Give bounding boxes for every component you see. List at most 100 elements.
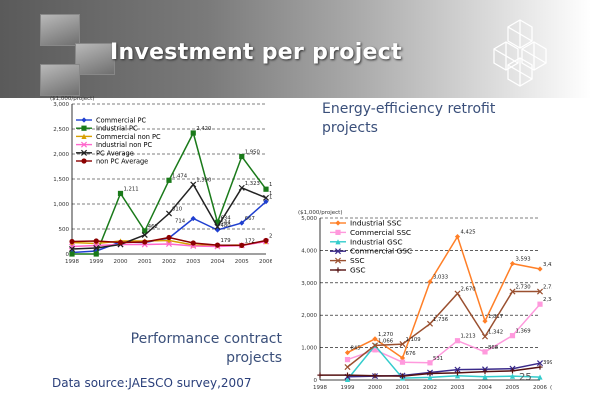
series-line bbox=[347, 234, 541, 360]
data-label: 1,270 bbox=[378, 332, 394, 338]
data-label: 1,047 bbox=[269, 195, 272, 201]
data-label: 1,342 bbox=[488, 330, 503, 336]
data-label: 1,390 bbox=[196, 178, 212, 184]
slide-header: Investment per project bbox=[0, 0, 591, 98]
data-point bbox=[454, 234, 461, 240]
data-point bbox=[190, 215, 196, 222]
y-axis-title: ($1,000/project) bbox=[298, 210, 342, 216]
data-label: 868 bbox=[488, 345, 499, 351]
legend-marker bbox=[80, 149, 88, 156]
y-tick-label: 3,000 bbox=[53, 102, 69, 108]
data-point bbox=[536, 288, 544, 295]
data-label: 179 bbox=[221, 238, 231, 244]
data-point bbox=[399, 355, 406, 361]
data-point bbox=[454, 290, 461, 297]
data-point bbox=[317, 372, 323, 378]
data-point bbox=[454, 370, 461, 376]
data-point bbox=[509, 260, 516, 267]
data-point bbox=[165, 240, 173, 248]
series-line bbox=[346, 344, 541, 380]
y-tick-label: 5,000 bbox=[301, 216, 317, 222]
x-tick-label: 2006 bbox=[533, 385, 547, 391]
data-label: 3,033 bbox=[433, 275, 448, 281]
data-point bbox=[426, 320, 434, 327]
x-tick-label: 2004 bbox=[478, 385, 492, 391]
data-label: 714 bbox=[175, 218, 186, 224]
y-tick-label: 3,000 bbox=[301, 281, 317, 287]
legend-marker bbox=[335, 220, 341, 226]
x-tick-label: 2005 bbox=[235, 259, 249, 265]
data-point bbox=[238, 184, 245, 191]
y-tick-label: 1,000 bbox=[301, 346, 317, 352]
data-point bbox=[399, 359, 406, 365]
data-point bbox=[372, 336, 378, 342]
data-point bbox=[537, 374, 543, 380]
legend-marker bbox=[335, 229, 341, 235]
y-tick-label: 1,000 bbox=[53, 202, 69, 208]
data-point bbox=[344, 372, 351, 378]
data-label: 2,670 bbox=[461, 286, 477, 292]
y-tick-label: 2,000 bbox=[53, 152, 69, 158]
data-point bbox=[166, 237, 172, 244]
y-tick-label: 2,000 bbox=[301, 313, 317, 319]
legend-marker bbox=[335, 239, 341, 245]
data-label: 1,123 bbox=[269, 191, 272, 197]
logo-icon bbox=[493, 19, 547, 87]
y-tick-label: 0 bbox=[66, 252, 70, 258]
bird-photo bbox=[40, 64, 80, 96]
legend-marker bbox=[81, 117, 87, 123]
data-label: 2,730 bbox=[543, 285, 552, 291]
y-tick-label: 1,500 bbox=[53, 177, 69, 183]
x-axis-title: (year) bbox=[550, 385, 552, 391]
slide-title: Investment per project bbox=[110, 40, 402, 65]
data-point bbox=[454, 373, 461, 379]
data-point bbox=[69, 251, 75, 257]
legend-marker bbox=[334, 248, 342, 255]
x-tick-label: 2000 bbox=[368, 385, 382, 391]
data-point bbox=[372, 373, 378, 379]
x-tick-label: 2003 bbox=[451, 385, 465, 391]
legend-marker bbox=[335, 267, 341, 273]
x-tick-label: 2002 bbox=[162, 259, 176, 265]
data-label: 634 bbox=[221, 215, 232, 221]
data-point bbox=[371, 342, 379, 349]
data-point bbox=[509, 333, 516, 339]
data-point bbox=[399, 341, 406, 348]
data-point bbox=[117, 190, 124, 197]
data-point bbox=[344, 376, 351, 382]
x-tick-label: 2002 bbox=[423, 385, 437, 391]
x-tick-label: 1998 bbox=[65, 259, 79, 265]
data-point bbox=[344, 356, 351, 363]
data-point bbox=[454, 338, 461, 344]
data-point bbox=[166, 234, 172, 241]
data-point bbox=[427, 279, 433, 285]
legend-marker bbox=[81, 133, 87, 139]
bird-photo bbox=[75, 43, 115, 75]
data-point bbox=[482, 368, 488, 375]
x-tick-label: 2003 bbox=[186, 259, 200, 265]
data-point bbox=[93, 238, 99, 244]
data-label: 1,213 bbox=[461, 334, 476, 340]
page-number: 25 bbox=[519, 372, 532, 383]
data-point bbox=[537, 266, 543, 272]
data-point bbox=[263, 199, 269, 205]
energy-efficiency-caption: Energy-efficiency retrofit projects bbox=[322, 101, 496, 136]
data-label: 531 bbox=[433, 356, 443, 362]
data-label: 2,420 bbox=[196, 126, 212, 132]
data-label: 1,109 bbox=[406, 337, 421, 343]
data-label: 1,066 bbox=[378, 338, 394, 344]
esco-investment-chart: ($1,000/project) 0 1,000 2,000 3,000 4,000 5,0… bbox=[298, 210, 552, 391]
legend-label: Commercial PC bbox=[96, 117, 147, 125]
data-point bbox=[372, 347, 378, 353]
data-point bbox=[482, 318, 488, 324]
y-tick-label: 0 bbox=[314, 378, 318, 384]
performance-contract-caption: Performance contract projects bbox=[130, 331, 282, 366]
legend-label: non PC Average bbox=[96, 158, 148, 166]
pc-investment-chart: ($1,000/project) 0 500 1,000 1,500 2,000 2,500… bbox=[50, 96, 272, 265]
data-point bbox=[190, 130, 196, 136]
data-point bbox=[214, 223, 221, 230]
data-point bbox=[142, 228, 148, 234]
data-label: 1,323 bbox=[245, 181, 260, 187]
data-label: 480 bbox=[221, 223, 232, 229]
data-point bbox=[239, 220, 245, 226]
